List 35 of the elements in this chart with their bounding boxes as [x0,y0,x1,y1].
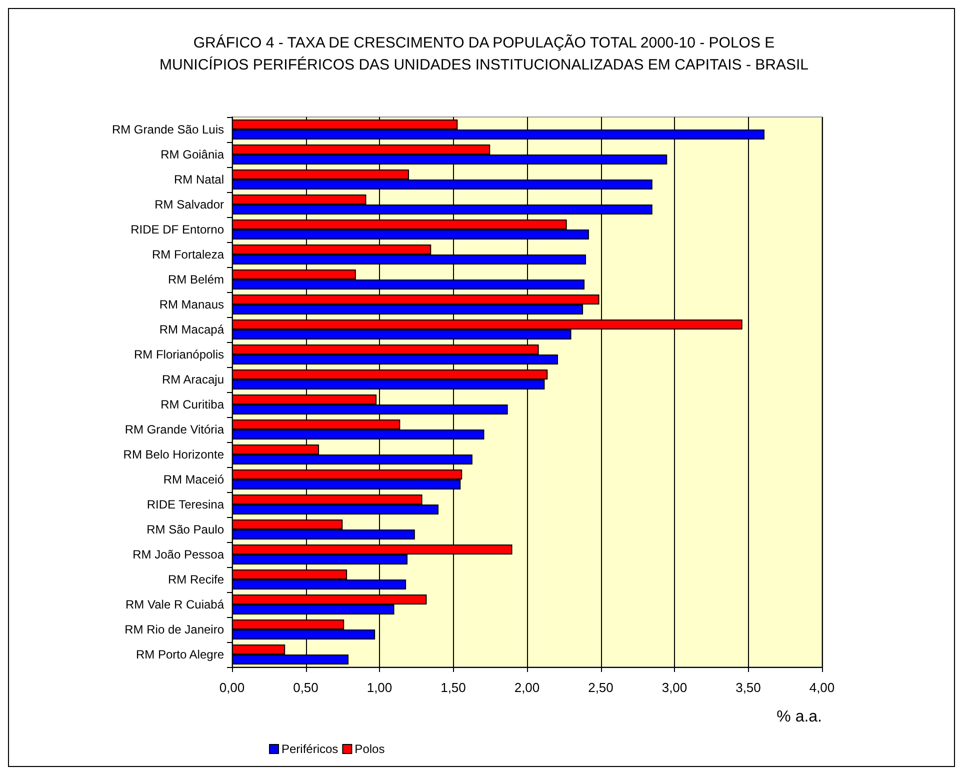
y-tick-label: RM Salvador [154,198,224,212]
x-tick-label: 1,50 [440,680,466,695]
x-tick-label: 2,50 [588,680,614,695]
y-tick-label: RIDE DF Entorno [130,222,224,236]
y-tick-label: RM Aracaju [162,372,224,386]
chart-title: GRÁFICO 4 - TAXA DE CRESCIMENTO DA POPULAÇÃO TOTAL 2000-10 - POLOS E MUNICÍPIOS PERIFÉRICOS DAS UNIDADES INSTITUCIONALIZADAS EM CAPITAIS - BRASIL [160,34,808,74]
y-tick-label: RM Grande Vitória [124,422,224,436]
x-tick-label: 0,50 [293,680,318,695]
y-tick-label: RM Belém [168,272,224,286]
y-tick-label: RM Florianópolis [134,348,224,362]
x-tick-label: 2,00 [514,680,540,695]
y-tick-label: RM Fortaleza [152,248,224,262]
y-tick-label: RM Rio de Janeiro [124,622,224,636]
y-tick-label: RM Curitiba [160,398,224,412]
y-tick-label: RM Manaus [159,298,224,312]
y-tick-label: RM Belo Horizonte [123,448,224,462]
x-tick-label: 3,50 [736,680,761,695]
x-tick-label: 3,00 [662,680,688,695]
y-tick-label: RM Natal [174,172,224,186]
y-tick-label: RM Goiânia [160,148,224,162]
legend-label: Polos [354,742,385,756]
y-tick-label: RM Porto Alegre [136,648,224,662]
y-tick-label: RM Grande São Luis [112,122,224,136]
x-tick-label: 0,00 [219,680,245,695]
legend-label: Periféricos [282,742,338,756]
x-axis-title: % a.a. [776,708,822,726]
y-tick-label: RM São Paulo [146,522,224,536]
y-tick-label: RM Vale R Cuiabá [126,598,224,612]
y-tick-label: RM Recife [168,572,224,586]
y-tick-label: RM Macapá [159,322,224,336]
x-tick-label: 4,00 [809,680,835,695]
y-tick-label: RM João Pessoa [132,548,224,562]
y-tick-label: RIDE Teresina [146,498,224,512]
y-tick-label: RM Maceió [163,472,224,486]
x-tick-label: 1,00 [366,680,392,695]
